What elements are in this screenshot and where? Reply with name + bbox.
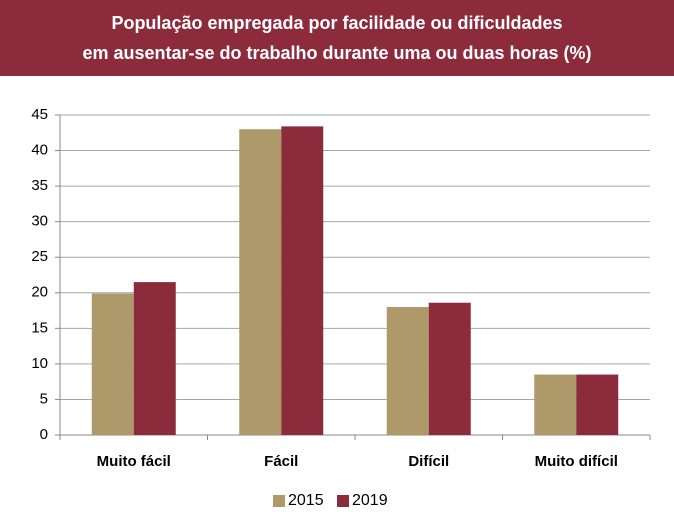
y-tick-label: 5 <box>40 390 48 407</box>
bar <box>91 293 134 435</box>
bar <box>386 307 429 435</box>
y-tick-label: 45 <box>31 106 48 123</box>
x-tick-label: Muito difícil <box>535 453 618 470</box>
bar <box>428 302 471 435</box>
y-tick-label: 25 <box>31 248 48 265</box>
bar <box>239 129 282 435</box>
legend-label: 2015 <box>288 492 324 509</box>
y-tick-label: 0 <box>40 426 48 443</box>
chart-title: em ausentar-se do trabalho durante uma o… <box>82 43 591 63</box>
bar <box>534 374 577 435</box>
legend-swatch <box>273 495 285 507</box>
y-tick-label: 15 <box>31 319 48 336</box>
legend-label: 2019 <box>352 492 388 509</box>
y-tick-label: 30 <box>31 213 48 230</box>
bar <box>576 374 619 435</box>
x-tick-label: Difícil <box>408 453 449 470</box>
y-tick-label: 10 <box>31 355 48 372</box>
x-tick-label: Muito fácil <box>97 453 171 470</box>
chart-title: População empregada por facilidade ou di… <box>111 13 562 33</box>
y-tick-label: 40 <box>31 142 48 159</box>
y-tick-label: 35 <box>31 177 48 194</box>
x-tick-label: Fácil <box>264 453 298 470</box>
y-tick-label: 20 <box>31 284 48 301</box>
bar <box>133 282 176 435</box>
title-banner <box>0 0 674 76</box>
legend-swatch <box>337 495 349 507</box>
bar <box>281 126 324 435</box>
